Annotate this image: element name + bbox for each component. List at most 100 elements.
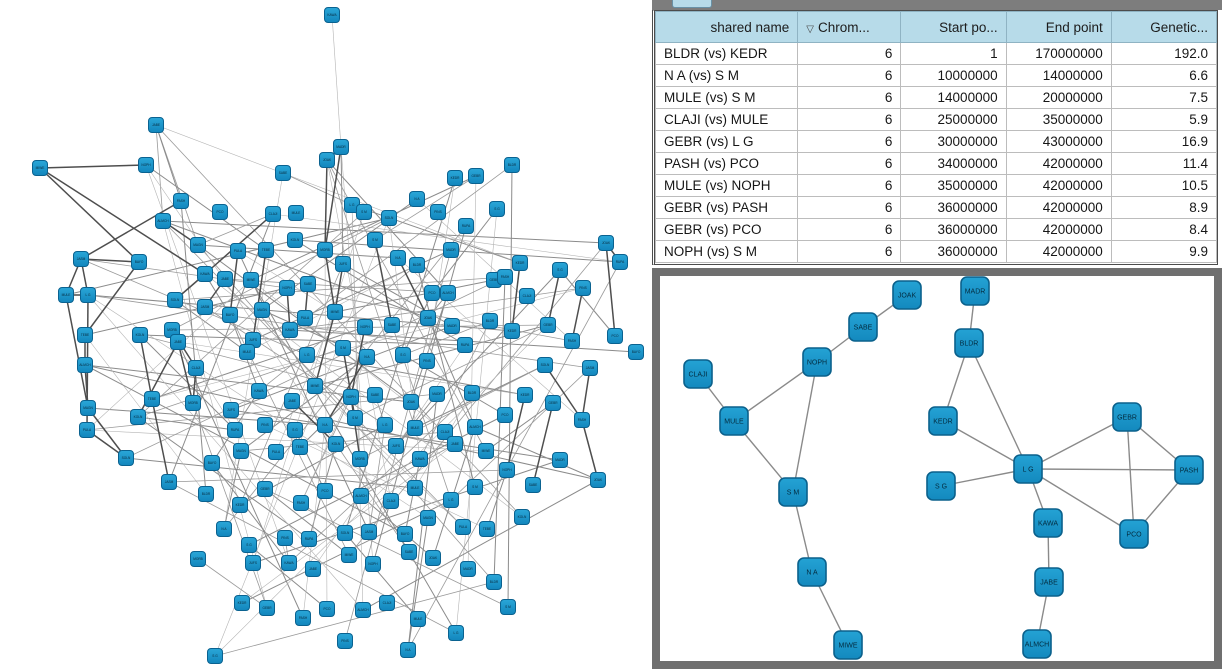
hairball-edge[interactable] [162, 220, 607, 244]
hairball-node[interactable]: PINS [575, 280, 591, 296]
hairball-node[interactable]: MAGN [190, 237, 206, 253]
hairball-node[interactable]: BAYO [628, 344, 644, 360]
hairball-node[interactable]: NOPH [138, 157, 154, 173]
hairball-edge[interactable] [326, 159, 449, 294]
table-cell[interactable]: 8.4 [1110, 218, 1218, 241]
hairball-node[interactable]: JASM [361, 524, 377, 540]
table-cell[interactable]: 7.5 [1110, 86, 1218, 109]
hairball-node[interactable]: MADR [429, 386, 445, 402]
hairball-node[interactable]: KOLN [514, 509, 530, 525]
hairball-node[interactable]: PINS [277, 530, 293, 546]
hairball-edge[interactable] [331, 14, 342, 148]
table-cell[interactable]: 35000000 [1005, 108, 1112, 131]
hairball-node[interactable]: MADR [552, 452, 568, 468]
hairball-node[interactable]: JUFS [388, 438, 404, 454]
hairball-node[interactable]: MADR [444, 318, 460, 334]
hairball-node[interactable]: MORB [352, 451, 368, 467]
hairball-node[interactable]: JASM [582, 360, 598, 376]
table-cell[interactable]: NOPH (vs) S M [654, 240, 799, 263]
hairball-node[interactable]: CLAJI [383, 493, 399, 509]
subnetwork-node[interactable]: GEBR [1112, 402, 1142, 432]
hairball-node[interactable]: S G [287, 422, 303, 438]
subnetwork-edge[interactable] [792, 361, 818, 493]
hairball-node[interactable]: PCO [607, 328, 623, 344]
hairball-node[interactable]: TEBE [479, 521, 495, 537]
hairball-edge[interactable] [397, 257, 429, 319]
table-cell[interactable]: 20000000 [1005, 86, 1112, 109]
hairball-node[interactable]: BAYO [204, 455, 220, 471]
hairball-edge[interactable] [324, 159, 328, 251]
hairball-edge[interactable] [168, 481, 457, 634]
filter-icon[interactable]: ▽ [806, 23, 814, 35]
hairball-edge[interactable] [306, 354, 526, 396]
hairball-edge[interactable] [174, 276, 506, 301]
subnetwork-node[interactable]: ALMCH [1022, 629, 1052, 659]
hairball-edge[interactable] [419, 320, 491, 460]
hairball-node[interactable]: BAYO [131, 254, 147, 270]
subnetwork-node[interactable]: SABE [848, 312, 878, 342]
hairball-node[interactable]: N A [359, 349, 375, 365]
table-cell[interactable]: 6.6 [1110, 64, 1218, 87]
hairball-node[interactable]: SOLN [337, 525, 353, 541]
hairball-node[interactable]: BLDR [409, 257, 425, 273]
hairball-node[interactable]: MULE [288, 205, 304, 221]
hairball-node[interactable]: MIWE [478, 443, 494, 459]
hairball-edge[interactable] [84, 287, 288, 336]
hairball-node[interactable]: NOPH [357, 319, 373, 335]
hairball-node[interactable]: PINS [257, 417, 273, 433]
subnetwork-node[interactable]: CLAJI [683, 359, 713, 389]
hairball-node[interactable]: PULA [268, 444, 284, 460]
hairball-node[interactable]: JABE [447, 436, 463, 452]
hairball-node[interactable]: PULA [455, 519, 471, 535]
hairball-edge[interactable] [204, 306, 386, 426]
column-header-0[interactable]: shared name [654, 11, 799, 43]
hairball-node[interactable]: KEDR [504, 323, 520, 339]
hairball-node[interactable]: N A [390, 250, 406, 266]
hairball-node[interactable]: JUFS [335, 256, 351, 272]
hairball-node[interactable]: NOPH [499, 462, 515, 478]
hairball-edge[interactable] [192, 402, 268, 609]
subnetwork-node[interactable]: S G [926, 471, 956, 501]
hairball-edge[interactable] [137, 416, 310, 540]
table-cell[interactable]: 42000000 [1005, 196, 1112, 219]
hairball-edge[interactable] [155, 124, 164, 222]
hairball-edge[interactable] [581, 419, 599, 481]
subnetwork-edge[interactable] [1027, 416, 1128, 470]
hairball-node[interactable]: KEDR [512, 255, 528, 271]
hairball-edge[interactable] [288, 392, 473, 564]
hairball-node[interactable]: SABE [300, 276, 316, 292]
subnetwork-canvas[interactable]: JOAK SABE MADR BLDR NOPH CLAJI MULE KEDR GEBR L G… [660, 276, 1214, 661]
hairball-edge[interactable] [493, 276, 506, 583]
hairball-node[interactable]: MORB [190, 551, 206, 567]
hairball-edge[interactable] [197, 213, 274, 246]
subnetwork-edge[interactable] [1126, 416, 1135, 535]
hairball-edge[interactable] [229, 250, 239, 316]
subnetwork-edge[interactable] [1027, 468, 1190, 471]
hairball-edge[interactable] [39, 167, 206, 275]
hairball-node[interactable]: PCO [317, 483, 333, 499]
hairball-node[interactable]: MAGN [254, 302, 270, 318]
hairball-edge[interactable] [230, 325, 453, 411]
hairball-edge[interactable] [344, 532, 419, 620]
hairball-edge[interactable] [151, 326, 366, 400]
table-cell[interactable]: 43000000 [1005, 130, 1112, 153]
table-cell[interactable]: BLDR (vs) KEDR [654, 42, 799, 65]
hairball-edge[interactable] [87, 294, 364, 611]
hairball-node[interactable]: ALMCH [155, 213, 171, 229]
hairball-node[interactable]: NOPH [365, 556, 381, 572]
hairball-node[interactable]: GEBR [545, 395, 561, 411]
hairball-node[interactable]: S G [552, 262, 568, 278]
hairball-node[interactable]: TEBE [144, 391, 160, 407]
hairball-node[interactable]: PASH [574, 412, 590, 428]
table-cell[interactable]: 6 [797, 196, 902, 219]
hairball-edge[interactable] [581, 367, 591, 421]
hairball-edge[interactable] [324, 146, 342, 251]
hairball-edge[interactable] [354, 324, 549, 419]
hairball-node[interactable]: L G [443, 492, 459, 508]
hairball-node[interactable]: RUPA [301, 531, 317, 547]
table-cell[interactable]: 30000000 [900, 130, 1007, 153]
subnetwork-node[interactable]: PASH [1174, 455, 1204, 485]
hairball-node[interactable]: SABE [525, 477, 541, 493]
hairball-node[interactable]: GEBR [540, 317, 556, 333]
table-cell[interactable]: 6 [797, 42, 902, 65]
